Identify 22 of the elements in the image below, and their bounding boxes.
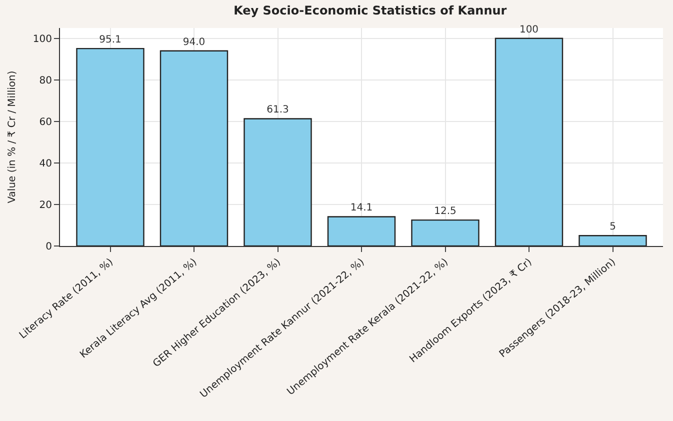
- data-label: 100: [519, 24, 539, 36]
- y-axis-title: Value (in % / ₹ Cr / Million): [6, 70, 18, 204]
- bar: [244, 118, 312, 246]
- bar: [411, 219, 480, 246]
- bar: [578, 235, 647, 246]
- bar: [160, 50, 228, 246]
- data-label: 61.3: [266, 104, 289, 116]
- data-label: 95.1: [99, 34, 122, 46]
- data-label: 12.5: [434, 206, 456, 218]
- bar: [76, 48, 144, 246]
- data-label: 14.1: [350, 202, 373, 214]
- y-tick-label: 60: [39, 116, 52, 128]
- bar: [494, 38, 564, 246]
- data-label: 5: [610, 222, 616, 233]
- bar: [327, 216, 396, 246]
- y-tick-label: 40: [39, 158, 52, 170]
- y-tick-label: 0: [46, 242, 52, 252]
- chart-title: Key Socio-Economic Statistics of Kannur: [234, 4, 507, 18]
- data-label: 94.0: [182, 36, 206, 48]
- y-tick-label: 100: [32, 34, 52, 45]
- y-tick-label: 20: [39, 200, 52, 211]
- y-tick-label: 80: [39, 75, 52, 86]
